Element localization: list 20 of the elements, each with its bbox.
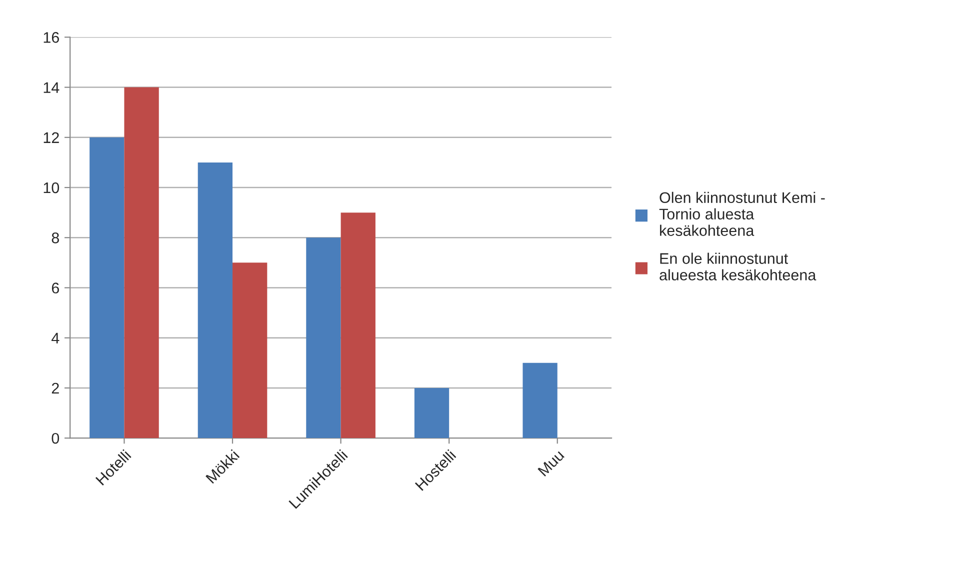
bar	[340, 212, 376, 438]
y-tick-label: 4	[52, 332, 60, 344]
bar	[232, 262, 268, 438]
legend-label: Olen kiinnostunut Kemi - Tornio aluesta kesäkohteena	[659, 192, 825, 236]
bar	[90, 137, 124, 438]
y-tick-label: 14	[44, 82, 60, 93]
y-tick-label: 6	[52, 282, 59, 294]
legend-label: En ole kiinnostunut alueesta kesäkohteena	[660, 252, 816, 280]
bar	[414, 388, 450, 438]
y-tick-label: 8	[52, 232, 59, 244]
y-tick-label: 10	[44, 182, 60, 194]
bar	[306, 238, 341, 438]
x-tick-label: Muu	[538, 450, 565, 477]
y-tick-label: 0	[52, 432, 60, 444]
y-tick-label: 12	[44, 132, 59, 143]
bar	[124, 87, 159, 438]
y-tick-label: 16	[44, 32, 59, 43]
bar	[198, 162, 233, 438]
bar	[522, 362, 558, 438]
y-tick-label: 2	[52, 382, 59, 394]
